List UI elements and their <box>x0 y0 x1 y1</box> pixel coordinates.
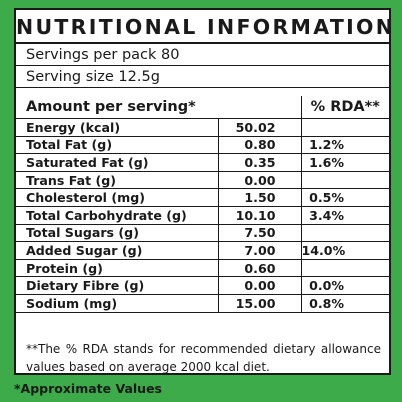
nutrient-name: Total Carbohydrate (g) <box>16 206 219 225</box>
table-row: Total Carbohydrate (g) 10.10 3.4% <box>16 206 389 225</box>
table-row: Protein (g) 0.60 <box>16 259 389 278</box>
nutrient-rda: 1.2% <box>301 136 389 155</box>
nutrient-name: Cholesterol (mg) <box>16 188 219 207</box>
amount-per-serving-header: Amount per serving* <box>16 96 301 119</box>
nutrient-rda: 3.4% <box>301 206 389 225</box>
nutrient-name: Added Sugar (g) <box>16 241 219 260</box>
nutrition-table-body: Energy (kcal) 50.02 Total Fat (g) 0.80 1.2% S… <box>16 118 389 313</box>
nutrient-name: Sodium (mg) <box>16 294 219 313</box>
nutrient-value: 7.50 <box>218 224 302 243</box>
approximate-values-note: *Approximate Values <box>14 381 162 396</box>
nutrient-rda <box>301 224 389 243</box>
nutrient-rda <box>301 118 389 137</box>
serving-size: Serving size 12.5g <box>16 67 389 88</box>
table-row: Energy (kcal) 50.02 <box>16 118 389 137</box>
nutrient-rda: 0.5% <box>301 188 389 207</box>
nutrient-value: 0.60 <box>218 259 302 278</box>
servings-per-pack: Servings per pack 80 <box>16 45 389 66</box>
nutrient-rda: 0.8% <box>301 294 389 313</box>
nutrient-rda <box>301 171 389 190</box>
nutrient-rda: 1.6% <box>301 153 389 172</box>
nutrient-value: 50.02 <box>218 118 302 137</box>
nutrient-value: 15.00 <box>218 294 302 313</box>
nutrient-value: 7.00 <box>218 241 302 260</box>
nutrient-rda: 0.0% <box>301 276 389 295</box>
table-header-row: Amount per serving* % RDA** <box>16 96 389 119</box>
nutrient-rda <box>301 259 389 278</box>
nutrition-table: Amount per serving* % RDA** Energy (kcal… <box>16 96 389 313</box>
nutrient-name: Energy (kcal) <box>16 118 219 137</box>
nutrient-name: Total Sugars (g) <box>16 224 219 243</box>
table-row: Total Sugars (g) 7.50 <box>16 224 389 243</box>
rda-header: % RDA** <box>300 96 389 119</box>
nutrient-value: 10.10 <box>218 206 302 225</box>
nutrient-value: 0.80 <box>218 136 302 155</box>
table-row: Added Sugar (g) 7.00 14.0% <box>16 241 389 260</box>
label-title: NUTRITIONAL INFORMATION <box>16 10 393 44</box>
table-row: Total Fat (g) 0.80 1.2% <box>16 136 389 155</box>
table-row: Saturated Fat (g) 0.35 1.6% <box>16 153 389 172</box>
table-row: Cholesterol (mg) 1.50 0.5% <box>16 188 389 207</box>
nutrient-value: 0.00 <box>218 171 302 190</box>
rda-footnote: **The % RDA stands for recommended dieta… <box>26 342 381 374</box>
nutrient-value: 0.35 <box>218 153 302 172</box>
table-row: Dietary Fibre (g) 0.00 0.0% <box>16 276 389 295</box>
nutrient-value: 0.00 <box>218 276 302 295</box>
nutrient-name: Total Fat (g) <box>16 136 219 155</box>
table-row: Trans Fat (g) 0.00 <box>16 171 389 190</box>
nutrient-rda: 14.0% <box>301 241 389 260</box>
nutrient-name: Saturated Fat (g) <box>16 153 219 172</box>
nutrient-name: Dietary Fibre (g) <box>16 276 219 295</box>
nutrient-name: Trans Fat (g) <box>16 171 219 190</box>
nutrition-label-card: NUTRITIONAL INFORMATION Servings per pac… <box>14 8 393 375</box>
nutrient-value: 1.50 <box>218 188 302 207</box>
nutrient-name: Protein (g) <box>16 259 219 278</box>
table-row: Sodium (mg) 15.00 0.8% <box>16 294 389 313</box>
